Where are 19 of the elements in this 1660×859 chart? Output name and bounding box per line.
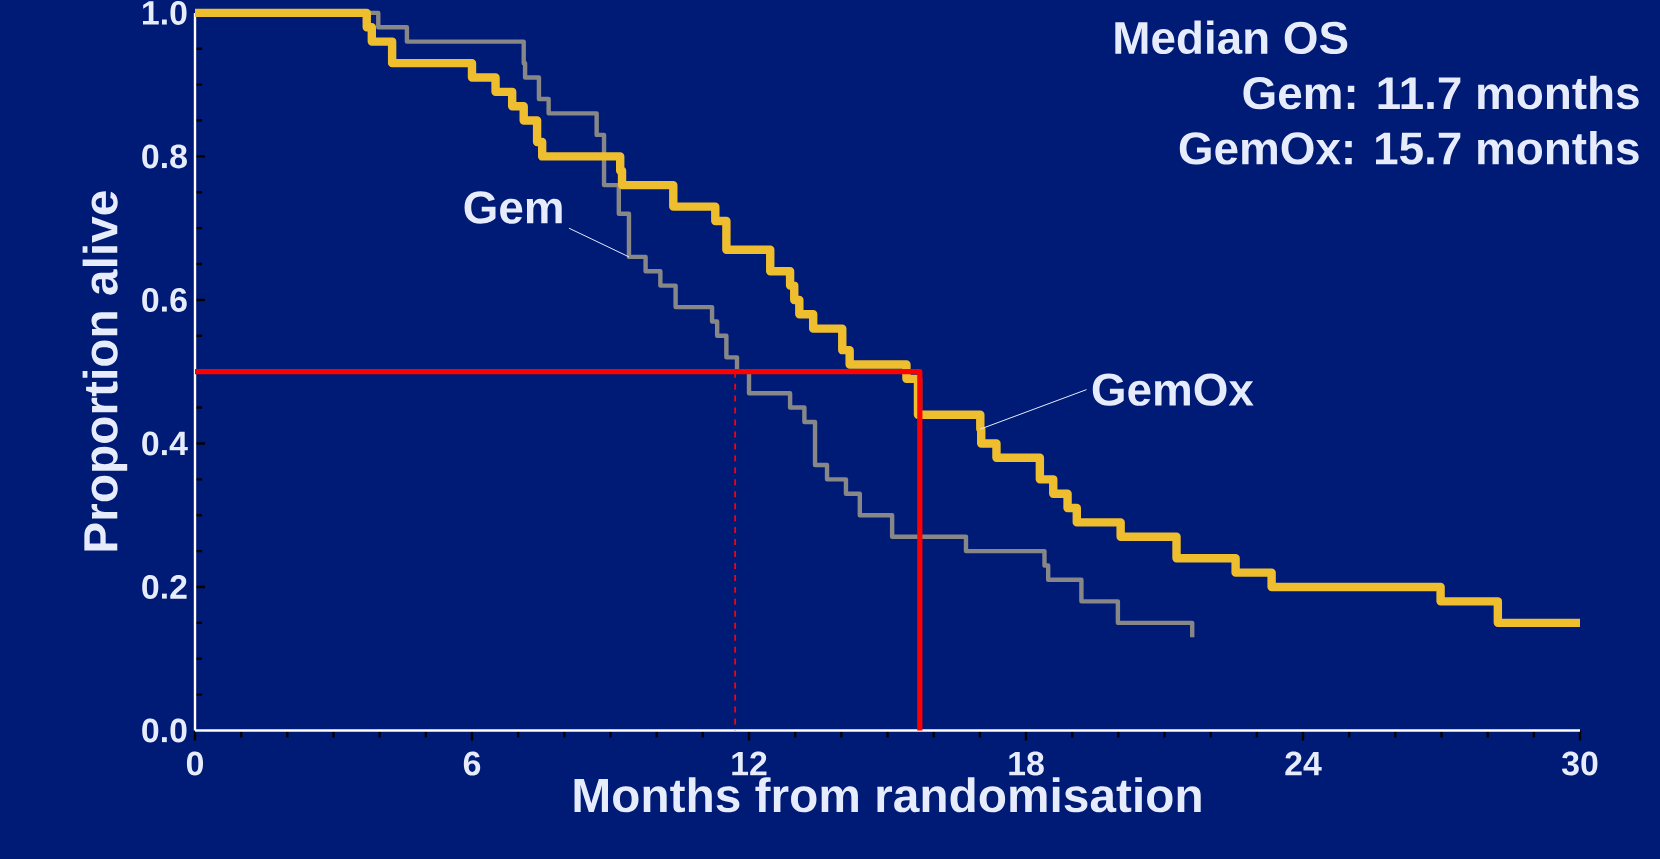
x-tick-label: 30	[1561, 751, 1598, 776]
series-label: Gem	[464, 191, 562, 224]
annotation: Gem: 11.7 months	[1243, 75, 1639, 110]
x-tick-label: 18	[1009, 751, 1044, 776]
x-tick-label: 6	[463, 751, 481, 776]
annotation: GemOx: 15.7 months	[1179, 130, 1639, 165]
series-label: GemOx	[1092, 373, 1254, 406]
y-tick-label: 0.8	[142, 144, 187, 169]
x-axis-title: Months from randomisation	[574, 777, 1201, 813]
y-tick-label: 0.4	[142, 431, 188, 456]
y-tick-label: 0.6	[142, 287, 187, 312]
y-tick-label: 0.2	[142, 574, 187, 599]
x-tick-label: 0	[186, 751, 204, 776]
y-axis-title: Proportion alive	[82, 191, 128, 551]
x-tick-label: 12	[732, 751, 767, 776]
y-tick-label: 0.0	[142, 718, 187, 743]
y-tick-label: 1.0	[143, 0, 187, 25]
annotation: Median OS	[1115, 20, 1348, 55]
x-tick-label: 24	[1285, 751, 1322, 776]
